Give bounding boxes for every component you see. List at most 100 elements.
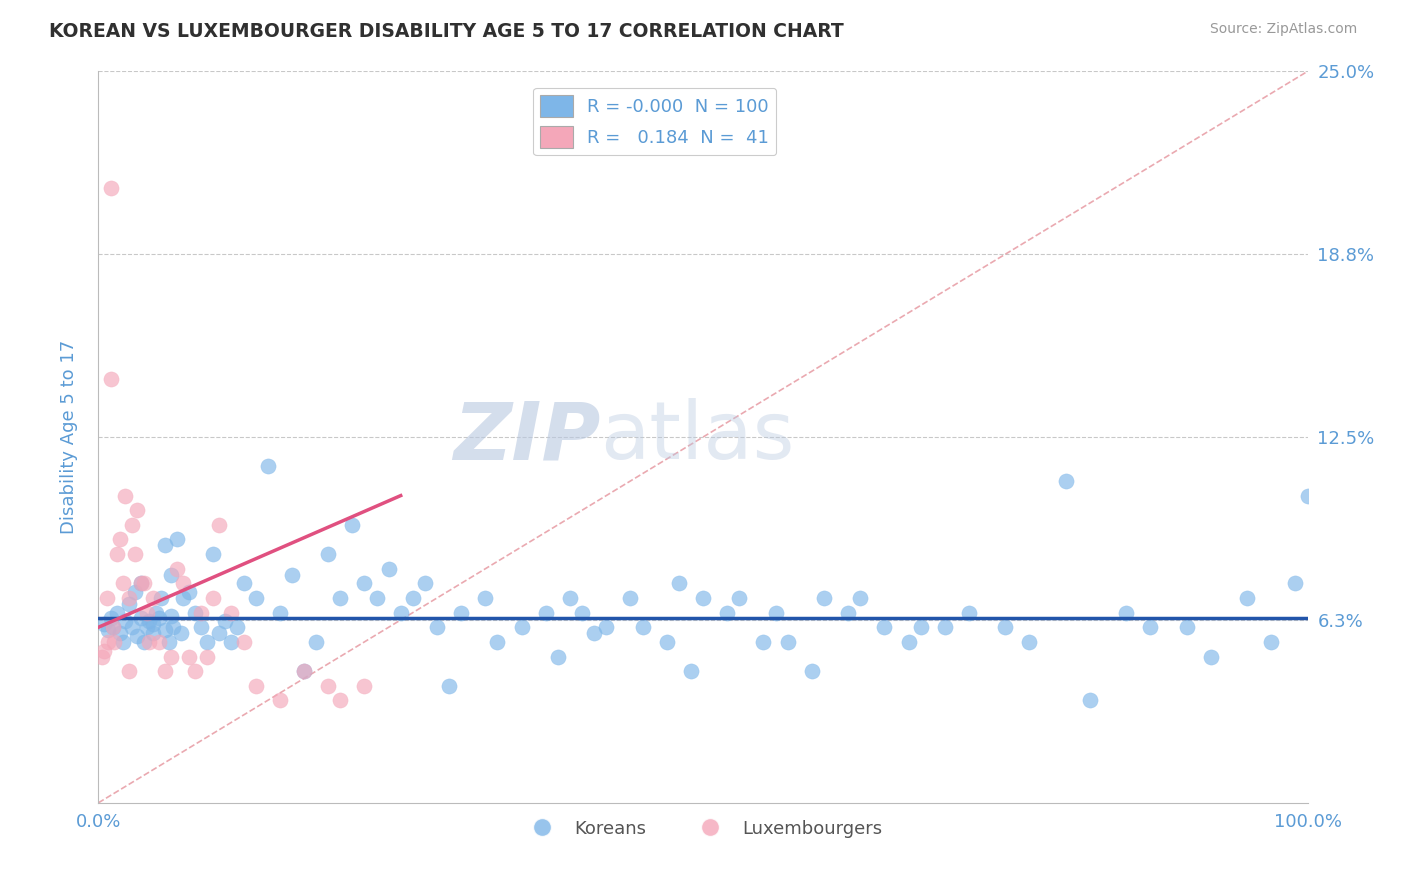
Point [100, 611, 122, 625]
Point [813, 591, 835, 605]
Point [166, 562, 188, 576]
Point [679, 664, 702, 678]
Point [1078, 693, 1101, 707]
Point [124, 585, 146, 599]
Text: Source: ZipAtlas.com: Source: ZipAtlas.com [1209, 22, 1357, 37]
Point [450, 606, 472, 620]
Y-axis label: Disability Age 5 to 17: Disability Age 5 to 17 [59, 340, 77, 534]
Point [91, 649, 114, 664]
Point [138, 635, 160, 649]
Point [547, 649, 569, 664]
Point [256, 459, 278, 474]
Point [595, 620, 617, 634]
Point [172, 591, 194, 605]
Point [558, 591, 581, 605]
Point [1284, 576, 1306, 591]
Point [316, 679, 339, 693]
Point [202, 547, 225, 561]
Point [897, 635, 920, 649]
Point [135, 606, 157, 620]
Point [127, 629, 149, 643]
Point [118, 664, 141, 678]
Point [631, 620, 654, 634]
Point [166, 533, 188, 547]
Point [752, 635, 775, 649]
Point [934, 620, 956, 634]
Point [1236, 591, 1258, 605]
Point [269, 606, 291, 620]
Point [195, 635, 218, 649]
Point [142, 591, 165, 605]
Point [184, 606, 207, 620]
Point [342, 517, 364, 532]
Text: ZIP: ZIP [453, 398, 600, 476]
Point [837, 606, 859, 620]
Point [121, 620, 143, 634]
Point [101, 620, 124, 634]
Point [105, 606, 128, 620]
Point [232, 576, 254, 591]
Point [765, 606, 787, 620]
Point [305, 635, 328, 649]
Point [202, 591, 225, 605]
Point [910, 620, 932, 634]
Point [849, 591, 872, 605]
Point [162, 620, 184, 634]
Point [172, 576, 194, 591]
Point [127, 503, 149, 517]
Point [269, 693, 291, 707]
Point [160, 608, 183, 623]
Point [111, 576, 134, 591]
Point [214, 615, 236, 629]
Point [534, 606, 557, 620]
Point [873, 620, 896, 634]
Point [413, 576, 436, 591]
Point [1296, 489, 1319, 503]
Point [221, 635, 243, 649]
Point [1175, 620, 1198, 634]
Point [157, 635, 180, 649]
Point [426, 620, 449, 634]
Point [245, 679, 267, 693]
Point [111, 635, 134, 649]
Point [97, 623, 120, 637]
Point [668, 576, 690, 591]
Point [292, 664, 315, 678]
Point [100, 371, 122, 385]
Legend: Koreans, Luxembourgers: Koreans, Luxembourgers [516, 813, 890, 845]
Point [329, 693, 352, 707]
Point [96, 591, 118, 605]
Point [190, 606, 212, 620]
Point [135, 620, 157, 634]
Point [316, 547, 339, 561]
Point [93, 617, 115, 632]
Point [329, 591, 352, 605]
Point [486, 635, 509, 649]
Point [129, 576, 152, 591]
Point [142, 626, 165, 640]
Point [160, 649, 183, 664]
Point [129, 576, 152, 591]
Point [114, 489, 136, 503]
Text: KOREAN VS LUXEMBOURGER DISABILITY AGE 5 TO 17 CORRELATION CHART: KOREAN VS LUXEMBOURGER DISABILITY AGE 5 … [49, 22, 844, 41]
Point [1199, 649, 1222, 664]
Point [134, 635, 156, 649]
Point [437, 679, 460, 693]
Point [208, 517, 231, 532]
Point [716, 606, 738, 620]
Point [353, 576, 375, 591]
Point [728, 591, 751, 605]
Point [994, 620, 1017, 634]
Point [1260, 635, 1282, 649]
Point [245, 591, 267, 605]
Point [281, 567, 304, 582]
Point [138, 615, 160, 629]
Point [510, 620, 533, 634]
Point [221, 606, 243, 620]
Point [103, 635, 125, 649]
Point [97, 635, 120, 649]
Point [108, 533, 131, 547]
Point [474, 591, 496, 605]
Point [100, 181, 122, 195]
Point [145, 606, 167, 620]
